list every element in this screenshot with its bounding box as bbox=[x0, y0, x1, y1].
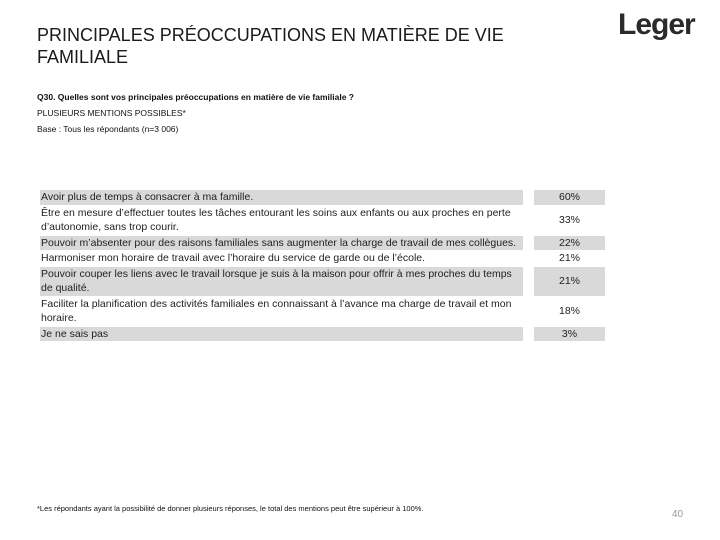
logo: Leger bbox=[618, 8, 696, 41]
table-row: Pouvoir m’absenter pour des raisons fami… bbox=[40, 235, 605, 250]
row-label: Être en mesure d’effectuer toutes les tâ… bbox=[41, 206, 511, 234]
row-value: 60% bbox=[534, 190, 605, 205]
table-row: Avoir plus de temps à consacrer à ma fam… bbox=[40, 190, 605, 205]
footnote: *Les répondants ayant la possibilité de … bbox=[37, 504, 424, 513]
row-value: 21% bbox=[558, 252, 580, 264]
question-note: PLUSIEURS MENTIONS POSSIBLES* bbox=[37, 108, 186, 118]
row-value: 3% bbox=[534, 326, 605, 341]
row-value: 22% bbox=[534, 235, 605, 250]
row-value: 18% bbox=[558, 304, 580, 317]
question-base: Base : Tous les répondants (n=3 006) bbox=[37, 124, 179, 134]
row-label: Je ne sais pas bbox=[40, 326, 523, 341]
row-label: Faciliter la planification des activités… bbox=[41, 297, 512, 325]
question: Q30. Quelles sont vos principales préocc… bbox=[37, 92, 354, 102]
table-row: Être en mesure d’effectuer toutes les tâ… bbox=[40, 206, 605, 235]
table-row: Faciliter la planification des activités… bbox=[40, 297, 605, 326]
row-label: Pouvoir m’absenter pour des raisons fami… bbox=[40, 235, 523, 250]
row-value: 21% bbox=[534, 266, 605, 296]
table-row: Harmoniser mon horaire de travail avec l… bbox=[40, 251, 605, 266]
row-label: Harmoniser mon horaire de travail avec l… bbox=[41, 252, 426, 264]
table-row: Je ne sais pas 3% bbox=[40, 326, 605, 341]
results-table: Avoir plus de temps à consacrer à ma fam… bbox=[40, 190, 605, 342]
table-row: Pouvoir couper les liens avec le travail… bbox=[40, 266, 605, 296]
row-label: Pouvoir couper les liens avec le travail… bbox=[40, 266, 523, 296]
row-label: Avoir plus de temps à consacrer à ma fam… bbox=[40, 190, 523, 205]
page-number: 40 bbox=[672, 509, 684, 520]
row-value: 33% bbox=[558, 213, 580, 226]
slide-title: PRINCIPALES PRÉOCCUPATIONS EN MATIÈRE DE… bbox=[37, 25, 504, 67]
